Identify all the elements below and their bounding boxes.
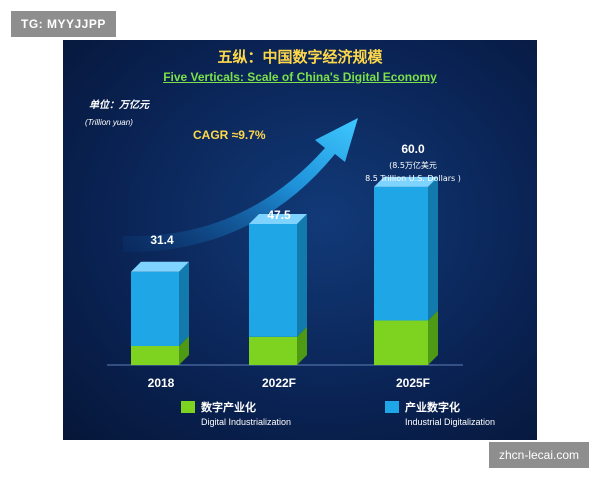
chart-plot [107, 118, 463, 366]
bar-side-digital-industrialization-2025f [428, 310, 438, 365]
unit-label-en: (Trillion yuan) [85, 118, 133, 127]
bar-top-2025f [374, 176, 438, 187]
legend-swatch-digital-industrialization [181, 401, 195, 413]
bar-side-industrial-digitalization-2025f [428, 176, 438, 321]
bar-industrial-digitalization-2022f [249, 223, 297, 337]
chart-panel: 五纵：中国数字经济规模 Five Verticals: Scale of Chi… [63, 40, 537, 440]
chart-subtitle: Five Verticals: Scale of China's Digital… [163, 70, 437, 84]
legend-label-cn-digital-industrialization: 数字产业化 [201, 401, 256, 414]
site-watermark: zhcn-lecai.com [488, 442, 589, 468]
bar-industrial-digitalization-2025f [374, 186, 428, 321]
cagr-annotation: CAGR ≈9.7% [193, 128, 266, 142]
total-label-2025f: 60.0 [401, 142, 425, 156]
total-label-2022f: 47.5 [267, 208, 291, 222]
note-en: 8.5 Trillion U.S. Dollars ) [365, 174, 461, 183]
total-label-2018: 31.4 [150, 233, 174, 247]
legend-label-en-digital-industrialization: Digital Industrialization [201, 417, 292, 427]
x-tick-2018: 2018 [147, 376, 175, 390]
bar-side-industrial-digitalization-2022f [297, 213, 307, 337]
x-tick-2025f: 2025F [395, 376, 431, 390]
legend-label-cn-industrial-digitalization: 产业数字化 [405, 401, 460, 414]
bar-side-digital-industrialization-2022f [297, 326, 307, 365]
legend-swatch-industrial-digitalization [385, 401, 399, 413]
bar-side-industrial-digitalization-2018 [179, 261, 189, 346]
x-tick-2022f: 2022F [261, 376, 297, 390]
note-cn: (8.5万亿美元 [389, 161, 437, 170]
bar-top-2018 [131, 261, 189, 272]
bar-industrial-digitalization-2018 [131, 271, 179, 346]
legend-label-en-industrial-digitalization: Industrial Digitalization [405, 417, 496, 427]
growth-arrow [123, 118, 358, 253]
chart-title: 五纵：中国数字经济规模 [217, 48, 383, 66]
bar-top-2022f [249, 213, 307, 224]
bar-digital-industrialization-2022f [249, 336, 297, 365]
bar-digital-industrialization-2025f [374, 320, 428, 365]
bar-digital-industrialization-2018 [131, 346, 179, 365]
unit-label-cn: 单位：万亿元 [89, 100, 149, 111]
bar-side-digital-industrialization-2018 [179, 336, 189, 365]
tag-badge: TG: MYYJJPP [11, 11, 116, 37]
